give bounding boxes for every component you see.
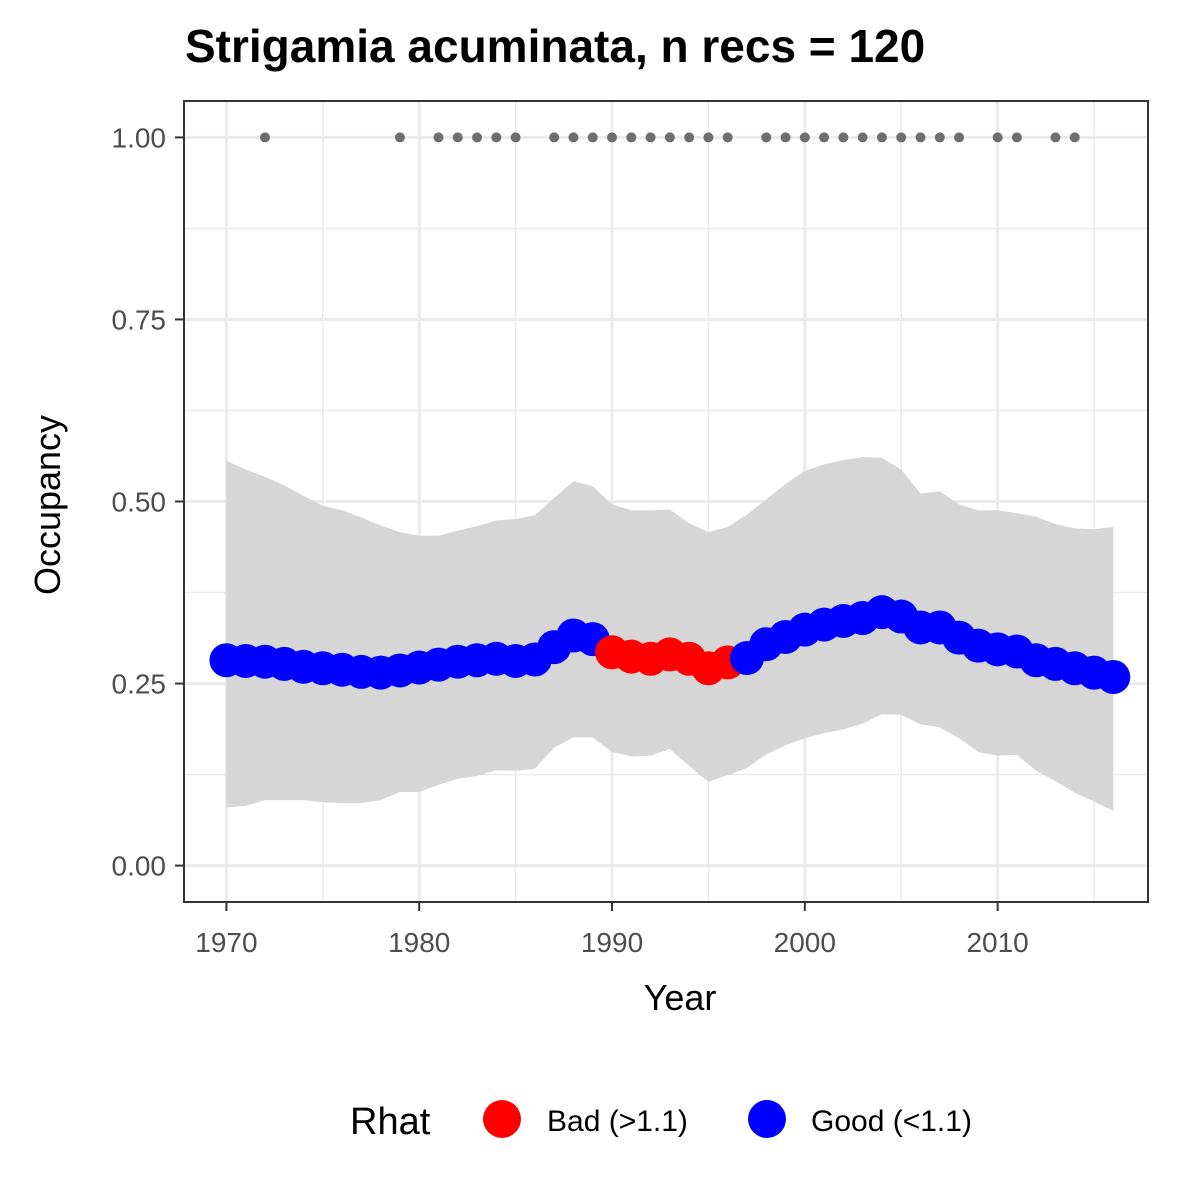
x-tick-label: 1990 <box>581 927 643 958</box>
record-point <box>394 132 405 143</box>
legend-label-bad: Bad (>1.1) <box>547 1105 688 1138</box>
record-point <box>549 132 560 143</box>
record-point <box>819 132 830 143</box>
x-tick-label: 1980 <box>388 927 450 958</box>
record-point <box>664 132 675 143</box>
record-point <box>684 132 695 143</box>
y-tick-label: 1.00 <box>112 122 167 153</box>
record-point <box>259 132 270 143</box>
record-point <box>915 132 926 143</box>
chart-title: Strigamia acuminata, n recs = 120 <box>185 20 925 72</box>
record-points <box>259 132 1080 143</box>
record-point <box>722 132 733 143</box>
record-point <box>838 132 849 143</box>
legend-key-good <box>748 1100 786 1138</box>
x-tick-label: 1970 <box>195 927 257 958</box>
y-tick-label: 0.25 <box>112 669 167 700</box>
record-point <box>761 132 772 143</box>
record-point <box>510 132 521 143</box>
record-point <box>876 132 887 143</box>
record-point <box>587 132 598 143</box>
credible-interval-ribbon <box>226 457 1114 811</box>
x-axis-title: Year <box>644 977 717 1018</box>
record-point <box>780 132 791 143</box>
record-point <box>1011 132 1022 143</box>
y-tick-label: 0.00 <box>112 851 167 882</box>
record-point <box>703 132 714 143</box>
y-axis-title: Occupancy <box>27 415 68 595</box>
legend: Rhat Bad (>1.1) Good (<1.1) <box>350 1100 972 1143</box>
x-tick-label: 2000 <box>774 927 836 958</box>
record-point <box>1050 132 1061 143</box>
legend-key-bad <box>483 1100 521 1138</box>
record-point <box>607 132 618 143</box>
record-point <box>452 132 463 143</box>
record-point <box>491 132 502 143</box>
axes: 1970 1980 1990 2000 2010 0.00 0.25 0.50 0.75 1.00 <box>112 122 1029 958</box>
record-point <box>645 132 656 143</box>
legend-title: Rhat <box>350 1101 431 1143</box>
ribbon-area <box>226 457 1114 811</box>
y-tick-label: 0.50 <box>112 487 167 518</box>
legend-label-good: Good (<1.1) <box>811 1105 972 1138</box>
record-point <box>799 132 810 143</box>
occupancy-mean-series <box>209 595 1131 694</box>
record-point <box>992 132 1003 143</box>
record-point <box>626 132 637 143</box>
record-point <box>896 132 907 143</box>
record-point <box>568 132 579 143</box>
record-point <box>857 132 868 143</box>
record-point <box>954 132 965 143</box>
x-tick-label: 2010 <box>966 927 1028 958</box>
record-point <box>472 132 483 143</box>
y-tick-label: 0.75 <box>112 304 167 335</box>
record-point <box>934 132 945 143</box>
record-point <box>433 132 444 143</box>
occupancy-point-good <box>1096 659 1131 694</box>
record-point <box>1069 132 1080 143</box>
